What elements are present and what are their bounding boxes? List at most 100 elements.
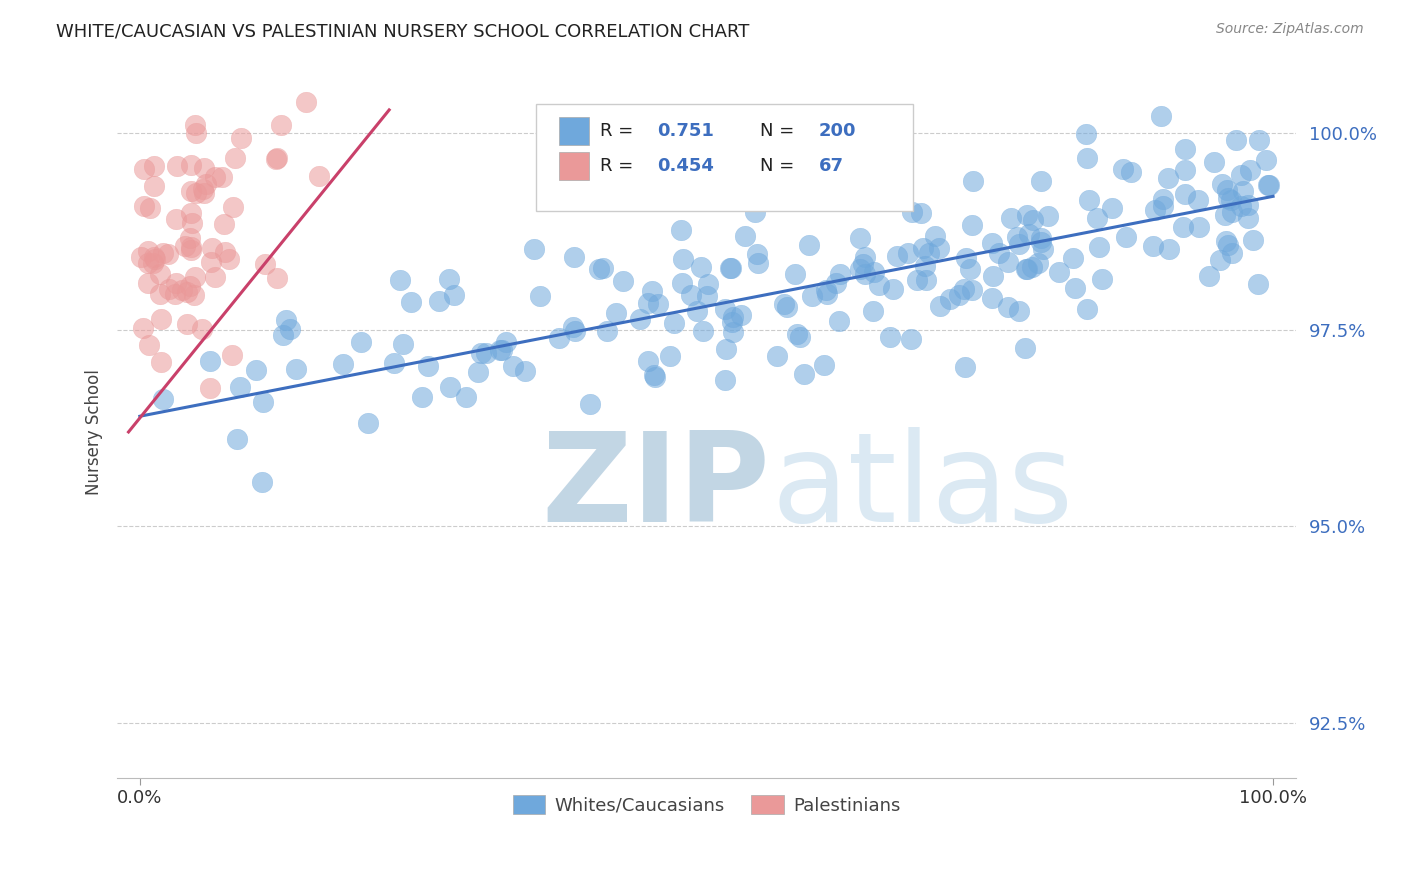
Legend: Whites/Caucasians, Palestinians: Whites/Caucasians, Palestinians <box>503 787 910 824</box>
Point <box>900 332 922 346</box>
Point <box>229 380 252 394</box>
Point <box>1076 127 1098 141</box>
Point <box>350 335 373 350</box>
Point <box>214 245 236 260</box>
Point <box>470 346 492 360</box>
Point <box>1225 133 1247 147</box>
Point <box>179 279 201 293</box>
Point <box>690 260 713 275</box>
Point <box>637 354 659 368</box>
Point <box>1047 265 1070 279</box>
Point <box>218 252 240 267</box>
Point <box>562 320 585 334</box>
Point <box>960 218 983 232</box>
Point <box>924 229 946 244</box>
Point <box>1101 202 1123 216</box>
Point <box>1257 178 1279 192</box>
Point <box>332 357 354 371</box>
Point <box>142 250 165 264</box>
Point <box>662 316 685 330</box>
Point <box>149 312 172 326</box>
Point <box>165 211 187 226</box>
Point <box>491 343 513 357</box>
FancyBboxPatch shape <box>560 118 589 145</box>
Point <box>264 152 287 166</box>
Point <box>1032 242 1054 256</box>
Point <box>813 358 835 372</box>
Point <box>1174 142 1197 156</box>
Point <box>886 249 908 263</box>
Point <box>139 201 162 215</box>
Point <box>658 350 681 364</box>
Point <box>1211 177 1233 191</box>
Point <box>953 282 976 296</box>
Point <box>853 250 876 264</box>
Point <box>734 229 756 244</box>
Point <box>274 313 297 327</box>
Point <box>179 231 201 245</box>
Point <box>150 355 173 369</box>
Point <box>862 304 884 318</box>
Y-axis label: Nursery School: Nursery School <box>86 369 103 495</box>
Point <box>1152 192 1174 206</box>
Point <box>987 245 1010 260</box>
Point <box>848 231 870 245</box>
Point <box>953 360 976 375</box>
Point <box>180 158 202 172</box>
Point <box>193 182 215 196</box>
Point <box>138 338 160 352</box>
Point <box>181 215 204 229</box>
Point <box>853 267 876 281</box>
Point <box>285 362 308 376</box>
Point <box>1062 251 1084 265</box>
Point <box>929 300 952 314</box>
Point <box>190 322 212 336</box>
Text: N =: N = <box>759 122 800 140</box>
Point <box>184 126 207 140</box>
Point <box>204 270 226 285</box>
Point <box>1232 184 1254 198</box>
Point <box>195 178 218 192</box>
Point <box>745 247 768 261</box>
Text: WHITE/CAUCASIAN VS PALESTINIAN NURSERY SCHOOL CORRELATION CHART: WHITE/CAUCASIAN VS PALESTINIAN NURSERY S… <box>56 22 749 40</box>
Point <box>879 330 901 344</box>
Point <box>1014 341 1036 355</box>
Point <box>605 306 627 320</box>
Point <box>1076 301 1098 316</box>
Point <box>143 159 166 173</box>
Point <box>222 200 245 214</box>
Point <box>278 322 301 336</box>
Point <box>183 287 205 301</box>
Point <box>488 343 510 358</box>
Point <box>547 331 569 345</box>
Point <box>1008 237 1031 252</box>
Point <box>266 151 288 165</box>
Point <box>1029 231 1052 245</box>
Point <box>776 300 799 314</box>
Point <box>671 223 693 237</box>
Point <box>1241 233 1264 247</box>
Point <box>868 278 890 293</box>
Point <box>204 169 226 184</box>
Point <box>579 397 602 411</box>
Point <box>804 179 827 194</box>
Point <box>897 245 920 260</box>
Point <box>815 286 838 301</box>
Text: N =: N = <box>759 157 800 175</box>
Point <box>180 184 202 198</box>
Point <box>1119 164 1142 178</box>
Point <box>221 348 243 362</box>
Point <box>143 252 166 266</box>
Point <box>456 390 478 404</box>
Point <box>1085 211 1108 225</box>
Point <box>252 394 274 409</box>
Point <box>1064 281 1087 295</box>
Point <box>628 311 651 326</box>
Point <box>1142 239 1164 253</box>
Point <box>825 276 848 290</box>
Point <box>382 356 405 370</box>
Point <box>229 131 252 145</box>
Point <box>644 370 666 384</box>
Point <box>295 95 318 109</box>
Point <box>136 244 159 258</box>
